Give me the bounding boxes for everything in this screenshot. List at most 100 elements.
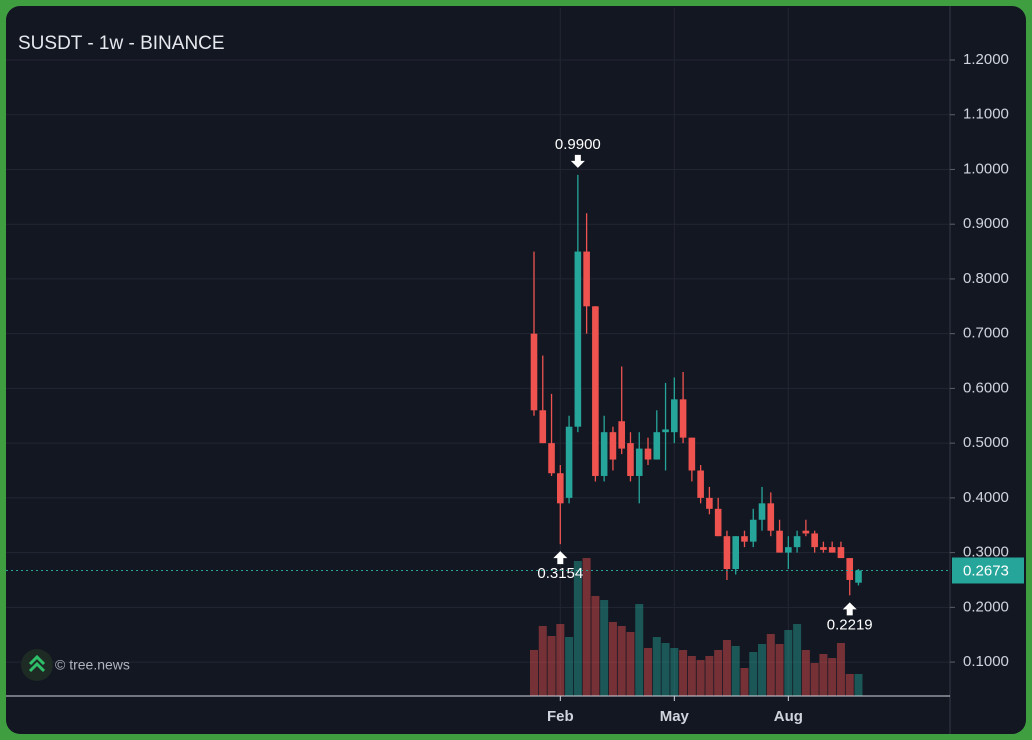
watermark-icon [28, 654, 46, 673]
y-tick-label: 0.3000 [963, 544, 1009, 561]
chart-background [6, 6, 1026, 734]
candle-body [530, 333, 538, 411]
candle-body [539, 410, 547, 444]
watermark-text: © tree.news [55, 657, 130, 673]
grid [6, 8, 950, 696]
y-tick-label: 0.2000 [963, 598, 1009, 615]
candle-body [557, 473, 564, 504]
candle-body [811, 533, 818, 548]
candle-body [697, 470, 704, 498]
x-tick-label: Aug [774, 708, 803, 725]
volume-bar [530, 650, 538, 696]
volume-bar [819, 654, 828, 696]
volume-bar [661, 643, 670, 696]
candle-body [671, 399, 678, 433]
volume-bar [644, 648, 653, 696]
volume-bar [722, 640, 731, 696]
last-price-label: 0.2673 [963, 562, 1009, 579]
volume-bar [591, 596, 600, 696]
annotation-label: 0.3154 [537, 565, 583, 582]
candle-body [723, 536, 731, 570]
candle-body [635, 448, 643, 476]
volume-bar [635, 604, 644, 696]
volume-bar [696, 660, 705, 696]
watermark: © tree.news [21, 649, 130, 681]
x-tick-label: Feb [547, 708, 574, 725]
y-tick-label: 0.6000 [963, 379, 1009, 396]
volume-bar [801, 650, 810, 696]
candle-body [679, 399, 687, 438]
volume-bar [775, 644, 784, 696]
volume-bar [687, 656, 696, 696]
volume-bar [652, 637, 661, 696]
candle-layer [530, 174, 862, 596]
volume-bar [714, 650, 723, 696]
annotation-label: 0.2219 [827, 616, 873, 633]
candle-body [776, 530, 783, 553]
candle-body [837, 547, 845, 559]
candle-body [583, 251, 590, 307]
volume-bar [617, 626, 626, 696]
volume-bar [828, 658, 837, 696]
candle-body [644, 448, 652, 460]
volume-bar [608, 622, 617, 696]
candle-body [767, 503, 775, 531]
volume-bar [705, 656, 714, 696]
volume-bar [810, 663, 819, 696]
volume-bar [565, 637, 574, 696]
y-tick-label: 0.5000 [963, 434, 1009, 451]
volume-bar [740, 668, 749, 696]
volume-bar [538, 626, 547, 696]
candle-body [846, 558, 854, 580]
volume-bar [836, 643, 845, 696]
y-tick-label: 1.0000 [963, 160, 1009, 177]
annotation-label: 0.9900 [555, 136, 601, 153]
volume-bar [573, 561, 582, 696]
y-tick-label: 0.1000 [963, 653, 1009, 670]
volume-bar [845, 674, 854, 696]
candle-body [855, 570, 862, 583]
volume-layer [530, 558, 863, 696]
candle-body [749, 519, 757, 542]
candle-body [758, 503, 766, 520]
volume-bar [582, 558, 591, 696]
volume-bar [731, 646, 740, 696]
volume-bar [749, 652, 758, 696]
candle-body [793, 536, 801, 548]
y-tick-label: 0.7000 [963, 325, 1009, 342]
candle-body [802, 530, 810, 534]
chart-title: SUSDT - 1w - BINANCE [18, 33, 225, 54]
volume-bar [793, 624, 802, 696]
candle-body [653, 432, 661, 460]
y-tick-label: 0.9000 [963, 215, 1009, 232]
candle-body [548, 443, 555, 474]
volume-bar [670, 648, 679, 696]
candle-body [828, 547, 836, 553]
candle-body [600, 432, 608, 476]
candle-body [627, 443, 634, 476]
candle-body [565, 426, 573, 498]
candle-body [618, 421, 625, 449]
candle-body [688, 437, 696, 471]
axis-layer: 0.1000 0.2000 0.3000 0.4000 0.5000 0.6000 0.70… [6, 51, 1024, 725]
y-tick-label: 0.8000 [963, 270, 1009, 287]
candle-body [741, 536, 748, 542]
candle-body [592, 306, 599, 476]
candle-body [820, 547, 827, 550]
volume-bar [854, 674, 863, 696]
annotation-layer: 0.9900 0.3154 0.2219 [537, 136, 872, 633]
volume-bar [784, 630, 793, 696]
candle-body [574, 251, 582, 427]
volume-bar [758, 644, 767, 696]
volume-bar [626, 632, 635, 696]
volume-bar [600, 600, 609, 696]
annotation-arrow [842, 602, 857, 616]
candle-body [662, 429, 669, 433]
candle-body [732, 536, 740, 570]
volume-bar [547, 636, 556, 696]
x-tick-label: May [660, 708, 690, 725]
volume-bar [766, 634, 775, 696]
y-tick-label: 1.1000 [963, 106, 1009, 123]
